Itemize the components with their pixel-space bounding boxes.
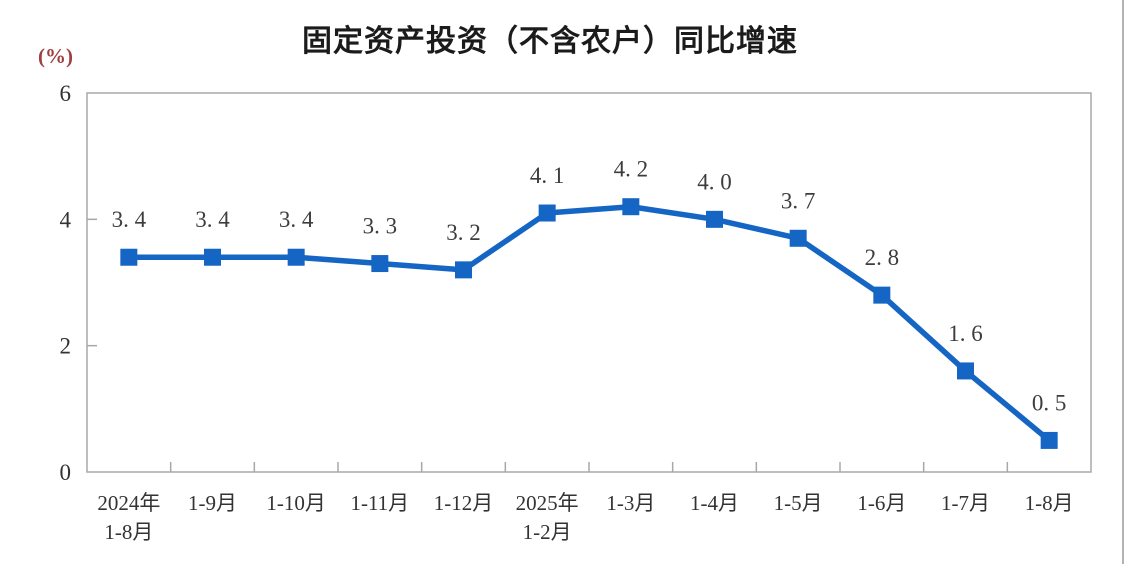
data-point-marker — [455, 261, 472, 279]
x-category-label: 1-12月 — [434, 491, 494, 515]
x-category-label: 1-7月 — [941, 491, 990, 515]
data-point-label: 3. 4 — [112, 207, 147, 232]
y-tick-label: 6 — [60, 81, 72, 106]
x-category-label: 1-10月 — [266, 491, 326, 515]
y-tick-label: 0 — [60, 460, 72, 485]
data-point-marker — [204, 248, 221, 266]
x-category-label: 2024年 — [97, 491, 160, 515]
x-category-label: 1-3月 — [606, 491, 655, 515]
data-point-label: 3. 2 — [446, 220, 481, 245]
data-point-label: 3. 3 — [363, 214, 398, 239]
x-category-label: 1-11月 — [350, 491, 409, 515]
page-edge-divider — [1122, 0, 1124, 564]
y-tick-label: 4 — [60, 207, 72, 232]
data-point-label: 2. 8 — [865, 245, 900, 270]
trend-line — [126, 203, 1052, 444]
data-point-marker — [538, 204, 556, 222]
y-axis-unit-label: (%) — [38, 44, 73, 68]
data-point-label: 3. 4 — [279, 207, 314, 232]
data-point-marker — [120, 248, 138, 266]
data-point-marker — [371, 255, 389, 273]
x-category-label: 1-9月 — [188, 491, 237, 515]
data-point-marker — [706, 210, 723, 228]
data-point-marker — [873, 286, 891, 304]
x-category-label: 1-8月 — [104, 520, 153, 544]
x-category-label: 1-8月 — [1025, 491, 1074, 515]
data-point-label: 4. 2 — [614, 157, 649, 182]
data-point-marker — [622, 198, 640, 216]
data-point-marker — [789, 229, 807, 247]
data-point-marker — [287, 248, 305, 266]
x-category-label: 1-6月 — [857, 491, 906, 515]
y-tick-label: 2 — [60, 334, 72, 359]
x-category-label: 2025年 — [516, 491, 579, 515]
x-category-label: 1-2月 — [523, 520, 572, 544]
chart-title: 固定资产投资（不含农户）同比增速 — [302, 25, 798, 58]
data-point-label: 4. 1 — [530, 163, 565, 188]
data-point-label: 1. 6 — [948, 321, 983, 346]
data-point-label: 3. 4 — [195, 207, 230, 232]
data-point-label: 4. 0 — [697, 169, 732, 194]
data-point-marker — [957, 362, 974, 380]
x-category-label: 1-5月 — [774, 491, 823, 515]
data-point-label: 0. 5 — [1032, 390, 1067, 415]
x-category-label: 1-4月 — [690, 491, 739, 515]
data-point-marker — [1040, 431, 1058, 449]
data-point-label: 3. 7 — [781, 188, 816, 213]
plot-border — [86, 92, 1092, 473]
